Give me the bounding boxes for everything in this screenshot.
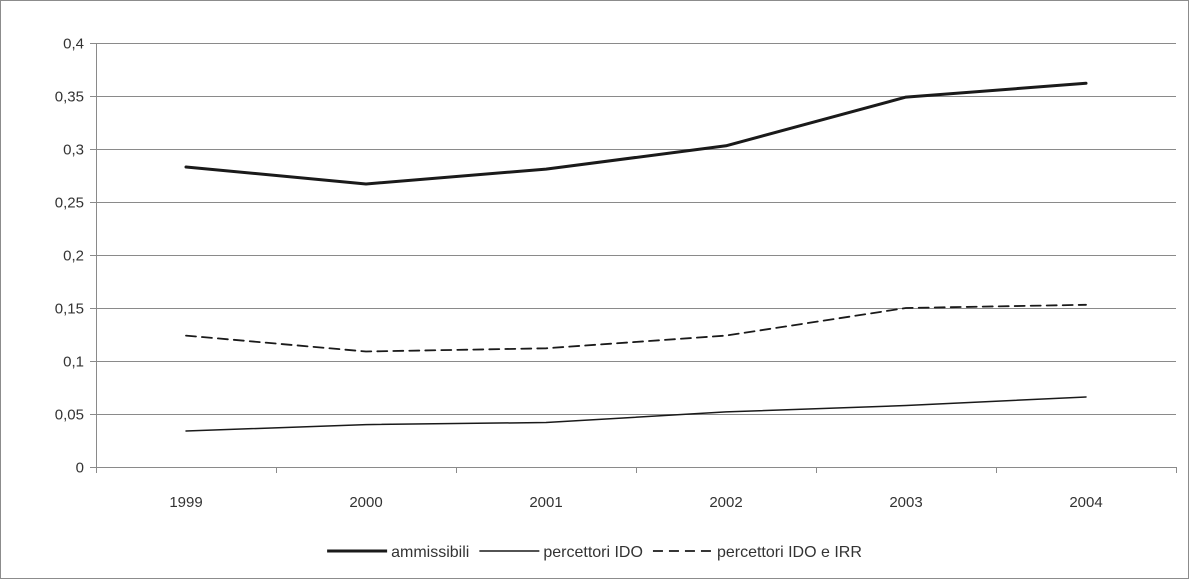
x-tick-label: 2002 (709, 494, 742, 511)
y-tick-label: 0,25 (55, 195, 84, 212)
y-tick-label: 0,2 (63, 248, 84, 265)
x-tick-label: 2000 (349, 494, 382, 511)
y-tick-label: 0,1 (63, 354, 84, 371)
series-lines (184, 81, 1088, 432)
x-tick-label: 2001 (529, 494, 562, 511)
y-tick-label: 0,4 (63, 36, 84, 53)
legend-label-2: percettori IDO e IRR (717, 544, 862, 561)
y-tick-label: 0 (76, 460, 84, 477)
y-tick-label: 0,3 (63, 142, 84, 159)
x-tick-label: 2004 (1069, 494, 1102, 511)
x-axis-ticks: 1999 2000 2001 2002 2003 2004 (96, 467, 1177, 511)
series-line-2 (185, 303, 1087, 353)
legend-label-0: ammissibili (391, 544, 469, 561)
x-tick-label: 2003 (889, 494, 922, 511)
y-tick-label: 0,15 (55, 301, 84, 318)
series-line-0 (184, 81, 1088, 186)
legend-label-1: percettori IDO (543, 544, 643, 561)
y-tick-label: 0,05 (55, 407, 84, 424)
x-tick-label: 1999 (169, 494, 202, 511)
y-tick-label: 0,35 (55, 89, 84, 106)
series-line-1 (185, 396, 1087, 432)
y-axis-ticks: 0 0,05 0,1 0,15 0,2 0,25 0,3 0,35 0,4 (55, 36, 96, 477)
legend: ammissibili percettori IDO percettori IDO … (327, 544, 862, 561)
gridlines (96, 43, 1176, 415)
